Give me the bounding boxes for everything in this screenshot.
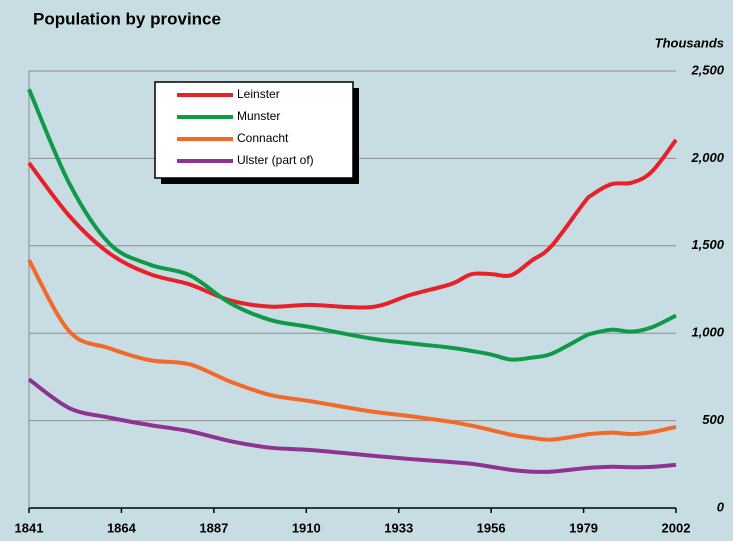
x-tick-label: 1956 [477,520,506,535]
y-tick-label: 1,500 [691,237,724,252]
x-tick-label: 1910 [292,520,321,535]
x-tick-label: 1887 [199,520,228,535]
legend-label: Connacht [237,131,289,145]
y-tick-label: 1,000 [691,325,724,340]
y-tick-label: 0 [717,499,725,514]
y-tick-label: 2,500 [690,62,724,77]
legend-label: Munster [237,109,280,123]
y-axis-label: Thousands [655,35,724,50]
series-line [27,138,678,310]
chart-title: Population by province [33,9,221,28]
series-line [27,88,677,362]
y-tick-label: 2,000 [690,150,724,165]
x-tick-label: 2002 [662,520,691,535]
legend-label: Ulster (part of) [237,153,314,167]
legend-label: Leinster [237,87,280,101]
x-tick-label: 1864 [107,520,137,535]
x-tick-label: 1979 [569,520,598,535]
x-tick-label: 1841 [15,520,44,535]
y-tick-label: 500 [702,412,724,427]
x-tick-label: 1933 [384,520,413,535]
series-line [27,377,677,474]
series-line [27,258,677,442]
